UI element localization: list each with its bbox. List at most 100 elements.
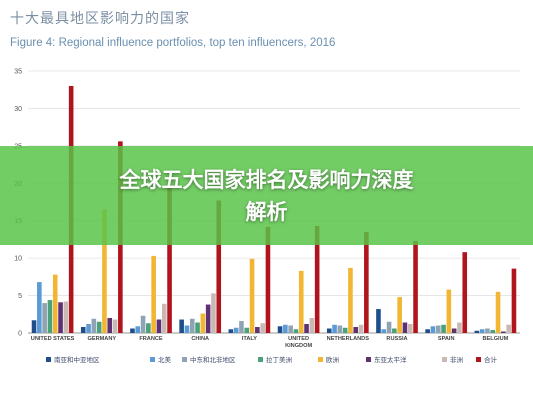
bar [309, 318, 315, 333]
bar [283, 324, 288, 333]
bar [140, 315, 146, 333]
bar [332, 324, 337, 333]
x-category-label: CHINA [191, 336, 209, 342]
bar [91, 318, 97, 333]
bar [167, 187, 172, 333]
bar [413, 240, 418, 333]
legend-swatch [442, 357, 447, 362]
bar [501, 331, 506, 333]
bar [326, 328, 332, 333]
bar [80, 327, 86, 333]
bar [446, 289, 452, 333]
x-category-label: UNITED STATES [31, 336, 75, 342]
y-tick-label: 30 [14, 106, 22, 113]
bar [86, 324, 91, 333]
x-category-label: ITALY [242, 336, 257, 342]
y-tick-label: 0 [18, 331, 22, 338]
bar [386, 321, 392, 333]
legend-swatch [366, 357, 371, 362]
bar [314, 225, 320, 333]
legend-label: 非洲 [450, 355, 463, 364]
legend-label: 南亚和中亚地区 [54, 355, 100, 364]
legend-swatch [318, 357, 323, 362]
bar [156, 319, 162, 333]
bar [211, 293, 216, 333]
bar [462, 252, 468, 333]
banner-title-line-2: 解析 [245, 199, 288, 224]
bar [485, 328, 490, 333]
bar [31, 320, 37, 333]
y-tick-label: 35 [14, 69, 22, 76]
x-category-label: NETHERLANDS [327, 336, 370, 342]
bar [337, 325, 343, 333]
bar [195, 322, 200, 333]
bar [479, 329, 485, 333]
bar [358, 324, 364, 333]
bar [457, 322, 462, 333]
bar [151, 255, 156, 333]
bar [47, 300, 53, 333]
bar [425, 329, 430, 333]
bar [146, 323, 151, 333]
x-category-label: FRANCE [139, 336, 163, 342]
bar [474, 330, 480, 333]
bar [298, 270, 304, 333]
legend-label: 拉丁美洲 [266, 355, 292, 364]
bar [353, 327, 359, 333]
bar [189, 318, 195, 333]
bar [342, 327, 348, 333]
bar [135, 326, 141, 333]
bar [288, 325, 293, 333]
x-category-label: RUSSIA [386, 336, 407, 342]
bar [293, 329, 299, 333]
bar [58, 302, 63, 333]
figure-caption: Figure 4: Regional influence portfolios,… [10, 37, 336, 49]
bar [376, 309, 381, 333]
bar [63, 301, 69, 333]
bar [130, 328, 135, 333]
bar [397, 297, 402, 333]
legend-swatch [150, 357, 155, 362]
bar [244, 327, 250, 333]
legend-swatch [476, 357, 481, 362]
bar [402, 322, 408, 333]
legend-label: 合计 [484, 355, 498, 364]
y-tick-label: 10 [14, 256, 22, 263]
legend-label: 东亚太平洋 [374, 355, 407, 364]
bar [179, 319, 184, 333]
bar [348, 267, 353, 333]
x-category-label: GERMANY [88, 336, 117, 342]
bar [277, 326, 283, 333]
bar [441, 324, 446, 333]
bar [96, 321, 102, 333]
bar [228, 329, 234, 333]
legend-swatch [46, 357, 51, 362]
legend-swatch [258, 357, 263, 362]
bar [233, 327, 239, 333]
bar [265, 226, 271, 333]
bar [506, 324, 511, 333]
bar [107, 318, 113, 333]
x-category-label: BELGIUM [483, 336, 509, 342]
bar [37, 282, 42, 333]
bar [451, 328, 457, 333]
bar [260, 323, 265, 333]
bar [430, 326, 436, 333]
bar [42, 303, 47, 333]
y-tick-label: 5 [18, 293, 22, 300]
chinese-title: 十大最具地区影响力的国家 [10, 11, 190, 27]
banner-title-line-1: 全球五大国家排名及影响力深度 [119, 167, 414, 192]
bar [216, 200, 222, 333]
x-category-label: KINGDOM [285, 343, 312, 349]
bar [102, 209, 107, 333]
bar [112, 319, 118, 333]
bar [205, 304, 211, 333]
bar [381, 329, 387, 333]
bar [52, 274, 58, 333]
legend-swatch [182, 357, 187, 362]
bar [490, 330, 496, 333]
bar [304, 324, 309, 333]
bar [511, 268, 517, 333]
legend-label: 欧洲 [326, 355, 339, 364]
bar [200, 313, 206, 333]
